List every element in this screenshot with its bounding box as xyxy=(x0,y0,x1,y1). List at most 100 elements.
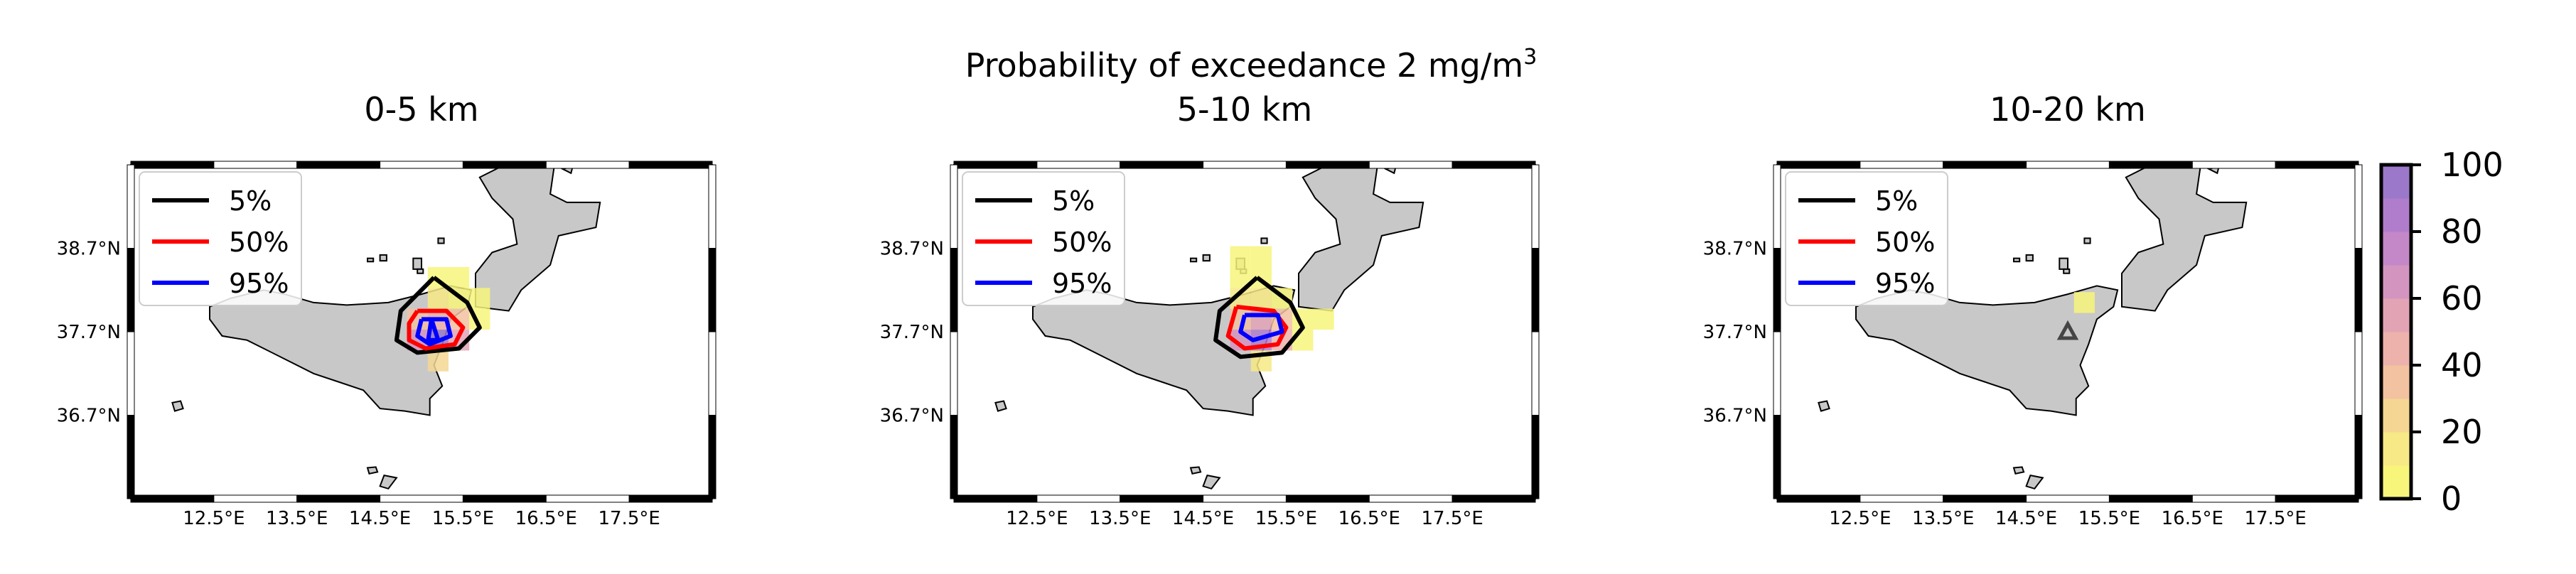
frame-segment xyxy=(127,415,135,499)
legend-label: 5% xyxy=(1052,185,1095,217)
heatmap-cell xyxy=(427,288,449,309)
legend-box xyxy=(1785,171,1948,306)
panel-title: 0-5 km xyxy=(364,90,478,129)
suptitle-superscript: 3 xyxy=(1523,45,1537,70)
frame-segment xyxy=(1120,494,1204,503)
heatmap-cell xyxy=(448,266,470,288)
heatmap-cell xyxy=(1313,308,1334,330)
frame-segment xyxy=(1203,161,1287,169)
island xyxy=(379,254,387,262)
x-tick-label: 16.5°E xyxy=(2162,508,2223,529)
colorbar-band xyxy=(2381,432,2411,466)
map-area xyxy=(1777,165,2358,499)
map-panel-0-5km: 0-5 km 12.5°E 13.5°E 14.5°E 15.5°E 16.5°E 17.5… xyxy=(57,90,717,529)
colorbar-band xyxy=(2381,399,2411,433)
frame-segment xyxy=(296,494,381,503)
x-tick-label: 17.5°E xyxy=(2244,508,2306,529)
island xyxy=(437,237,445,244)
colorbar-band xyxy=(2381,165,2411,199)
frame-segment xyxy=(130,161,215,169)
frame-segment xyxy=(1531,248,1540,332)
frame-segment xyxy=(1451,494,1536,503)
frame-segment xyxy=(2354,248,2363,332)
island xyxy=(2025,254,2034,262)
frame-segment xyxy=(127,331,135,416)
heatmap-cell xyxy=(1292,330,1314,351)
frame-segment xyxy=(2108,494,2193,503)
x-tick-label: 17.5°E xyxy=(1421,508,1483,529)
colorbar-band xyxy=(2381,198,2411,232)
frame-segment xyxy=(2191,494,2276,503)
frame-segment xyxy=(2108,161,2193,169)
x-tick-label: 15.5°E xyxy=(2078,508,2140,529)
heatmap-cell xyxy=(427,350,449,372)
x-tick-label: 13.5°E xyxy=(1089,508,1151,529)
frame-segment xyxy=(708,331,717,416)
legend-label: 95% xyxy=(1052,268,1112,299)
frame-segment xyxy=(1531,415,1540,499)
x-tick-label: 16.5°E xyxy=(1338,508,1400,529)
frame-segment xyxy=(462,494,547,503)
frame-segment xyxy=(213,494,298,503)
frame-segment xyxy=(1036,161,1121,169)
legend-label: 5% xyxy=(229,185,272,217)
contour-50pct xyxy=(1225,304,1289,351)
island xyxy=(1190,257,1198,263)
frame-segment xyxy=(1943,494,2027,503)
frame-segment xyxy=(2354,415,2363,499)
y-tick-label: 37.7°N xyxy=(1703,322,1767,343)
frame-segment xyxy=(1368,161,1453,169)
heatmap-cell xyxy=(1250,246,1272,267)
heatmap-cell xyxy=(1230,246,1251,267)
map-panel-5-10km: 5-10 km 12.5°E 13.5°E 14.5°E 15.5°E 16.5°E 17.… xyxy=(880,90,1540,529)
x-tick-label: 12.5°E xyxy=(1829,508,1891,529)
island xyxy=(2083,237,2091,244)
frame-segment xyxy=(2275,494,2359,503)
y-tick-label: 38.7°N xyxy=(1703,239,1767,260)
frame-segment xyxy=(1773,164,1781,249)
island xyxy=(2025,474,2044,490)
frame-segment xyxy=(127,164,135,249)
x-tick-label: 14.5°E xyxy=(349,508,411,529)
heatmap-cell xyxy=(469,288,490,309)
figure-suptitle: Probability of exceedance 2 mg/m3 xyxy=(965,45,1537,85)
frame-segment xyxy=(296,161,381,169)
colorbar-tick-label: 20 xyxy=(2441,413,2483,451)
x-tick-label: 14.5°E xyxy=(1995,508,2057,529)
contour-5pct xyxy=(1213,276,1305,359)
frame-segment xyxy=(2026,494,2110,503)
heatmap-cell xyxy=(448,308,470,330)
frame-segment xyxy=(1285,494,1370,503)
contour-95pct xyxy=(1238,313,1284,342)
x-tick-label: 15.5°E xyxy=(432,508,494,529)
frame-segment xyxy=(953,161,1038,169)
panel-title: 5-10 km xyxy=(1177,90,1312,129)
frame-segment xyxy=(1531,331,1540,416)
x-tick-label: 12.5°E xyxy=(1006,508,1068,529)
frame-segment xyxy=(1859,161,1944,169)
frame-segment xyxy=(2191,161,2276,169)
frame-segment xyxy=(628,161,713,169)
frame-segment xyxy=(1368,494,1453,503)
frame-segment xyxy=(1773,248,1781,332)
volcano-marker xyxy=(2056,320,2079,340)
frame-segment xyxy=(1285,161,1370,169)
legend-label: 50% xyxy=(1052,227,1112,258)
frame-segment xyxy=(628,494,713,503)
map-area xyxy=(954,165,1535,499)
frame-segment xyxy=(2275,161,2359,169)
y-tick-label: 36.7°N xyxy=(880,406,944,427)
frame-segment xyxy=(380,494,463,503)
frame-segment xyxy=(1451,161,1536,169)
frame-segment xyxy=(1203,494,1287,503)
frame-segment xyxy=(950,415,958,499)
island xyxy=(1202,254,1211,262)
colorbar-band xyxy=(2381,465,2411,499)
y-tick-label: 36.7°N xyxy=(57,406,121,427)
colorbar-tick-label: 0 xyxy=(2441,480,2462,518)
x-tick-label: 13.5°E xyxy=(266,508,328,529)
frame-segment xyxy=(950,248,958,332)
frame-segment xyxy=(953,494,1038,503)
contour-5pct xyxy=(394,276,482,355)
island xyxy=(994,400,1007,412)
